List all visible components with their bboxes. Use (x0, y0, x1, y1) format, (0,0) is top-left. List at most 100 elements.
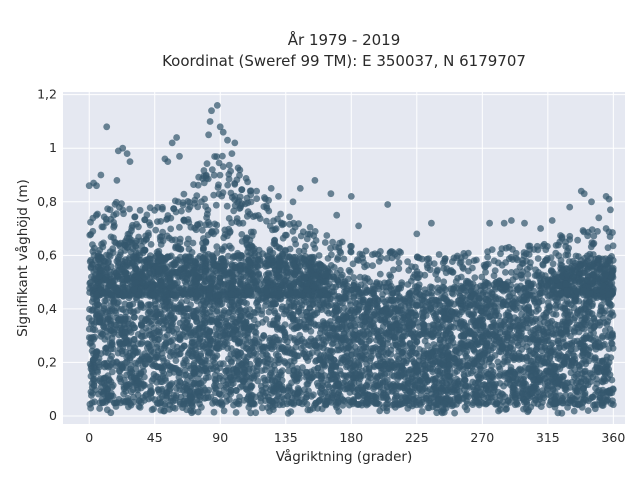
data-point (379, 337, 387, 344)
data-point (559, 305, 567, 312)
data-point (361, 324, 369, 331)
data-point (592, 345, 600, 353)
data-point (199, 389, 207, 397)
data-point (361, 283, 369, 291)
data-point (429, 360, 437, 367)
data-point (582, 314, 590, 322)
data-point (372, 344, 380, 351)
data-point (226, 301, 234, 309)
data-point (325, 376, 332, 384)
data-point (463, 323, 471, 330)
data-point (243, 331, 251, 338)
data-point (88, 392, 95, 399)
data-point (234, 369, 241, 376)
data-point (560, 361, 568, 368)
data-point (130, 374, 138, 381)
data-point (107, 302, 114, 309)
data-point (224, 345, 232, 352)
data-point (601, 307, 609, 315)
data-point (496, 392, 504, 400)
data-point (139, 333, 146, 340)
data-point (393, 352, 401, 360)
data-point (413, 338, 421, 346)
data-point (260, 332, 268, 340)
data-point (262, 351, 270, 358)
data-point (441, 315, 449, 323)
data-point (181, 383, 189, 391)
data-point (552, 311, 560, 318)
data-point (431, 312, 438, 319)
data-point (212, 331, 220, 338)
data-point (420, 321, 428, 328)
data-point (100, 305, 108, 312)
data-point (210, 382, 218, 390)
data-point (404, 308, 411, 316)
data-point (356, 333, 363, 340)
data-point (169, 336, 177, 344)
data-point (315, 371, 322, 379)
data-point (280, 395, 288, 403)
data-point (254, 320, 262, 328)
data-point (274, 352, 282, 359)
data-point (160, 324, 168, 332)
data-point (504, 297, 512, 305)
data-point (271, 366, 279, 374)
data-point (137, 301, 145, 308)
data-point (253, 363, 261, 370)
data-point (119, 344, 127, 351)
data-point (104, 333, 111, 341)
data-point (582, 357, 589, 365)
data-point (293, 324, 300, 332)
data-point (571, 359, 578, 366)
data-point (163, 331, 171, 339)
data-point (245, 367, 253, 375)
data-point (341, 293, 349, 301)
data-point (104, 392, 112, 400)
data-point (160, 363, 168, 371)
data-point (485, 374, 493, 382)
data-point (425, 307, 433, 314)
data-point (570, 316, 578, 323)
data-point (253, 298, 261, 305)
data-point (211, 376, 219, 383)
data-point (318, 390, 325, 398)
data-point (505, 332, 512, 339)
data-point (532, 396, 539, 404)
data-point (384, 304, 392, 312)
data-point (383, 329, 390, 337)
data-point (423, 332, 431, 340)
data-point (305, 323, 313, 331)
data-point (127, 367, 135, 375)
data-point (405, 290, 413, 298)
data-point (500, 382, 507, 390)
data-point (593, 375, 600, 383)
data-point (591, 323, 599, 330)
data-point (608, 340, 616, 348)
data-point (544, 299, 552, 307)
data-point (391, 334, 399, 341)
data-point (130, 313, 138, 321)
data-point (399, 316, 407, 324)
data-point (376, 316, 384, 324)
data-point (485, 336, 492, 344)
data-point (222, 317, 230, 325)
data-point (464, 370, 472, 378)
data-point (397, 340, 404, 347)
data-point (287, 387, 294, 395)
data-point (532, 346, 540, 354)
data-point (604, 299, 612, 306)
data-point (430, 330, 437, 337)
data-point (395, 383, 403, 390)
data-point (359, 367, 366, 375)
data-point (422, 372, 430, 380)
data-point (107, 345, 115, 353)
data-point (252, 350, 260, 358)
data-point (511, 314, 518, 322)
data-point (420, 327, 428, 334)
data-point (511, 294, 518, 302)
data-point (363, 381, 370, 389)
data-point (403, 390, 411, 398)
data-point (422, 395, 430, 402)
data-point (608, 376, 616, 384)
data-point (445, 372, 453, 380)
